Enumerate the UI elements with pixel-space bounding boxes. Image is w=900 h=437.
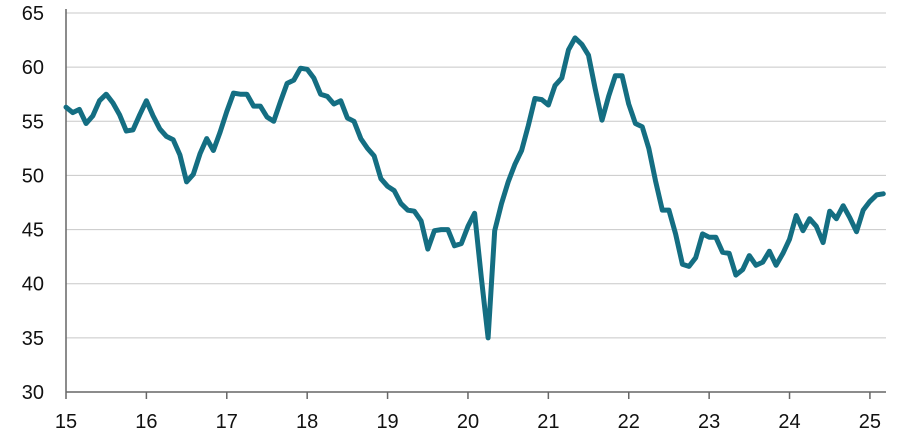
y-tick-label: 30 — [22, 382, 44, 404]
x-tick-label: 24 — [778, 411, 800, 433]
y-tick-label: 40 — [22, 274, 44, 296]
x-tick-label: 20 — [457, 411, 479, 433]
x-tick-label: 25 — [859, 411, 881, 433]
y-tick-label: 45 — [22, 220, 44, 242]
series-layer — [63, 35, 886, 341]
x-tick-label: 23 — [698, 411, 720, 433]
x-tick-label: 15 — [55, 411, 77, 433]
x-tick-label: 18 — [296, 411, 318, 433]
y-tick-label: 50 — [22, 165, 44, 187]
y-tick-label: 55 — [22, 111, 44, 133]
series-line-0 — [63, 35, 886, 341]
x-tick-label: 17 — [216, 411, 238, 433]
x-tick-label: 21 — [537, 411, 559, 433]
y-tick-label: 35 — [22, 328, 44, 350]
x-axis: 15 16 17 18 19 20 21 22 23 24 25 — [55, 391, 886, 433]
y-axis: 30 35 40 45 50 55 60 65 — [22, 3, 67, 404]
x-tick-label: 16 — [135, 411, 157, 433]
y-tick-label: 60 — [22, 57, 44, 79]
x-tick-label: 22 — [618, 411, 640, 433]
y-tick-label: 65 — [22, 3, 44, 25]
x-tick-label: 19 — [376, 411, 398, 433]
